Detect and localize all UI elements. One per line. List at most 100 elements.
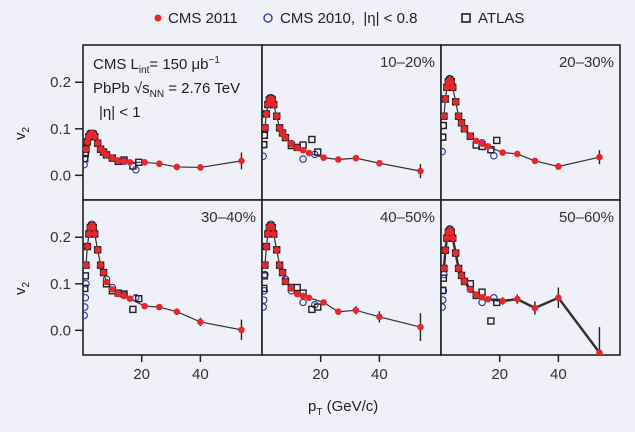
- cms2011-point: [320, 154, 327, 161]
- cms2011-point: [452, 249, 459, 257]
- cms2011-point: [282, 278, 289, 285]
- cms2011-point: [417, 323, 424, 331]
- atlas-point: [308, 135, 316, 144]
- cms2011-point: [293, 290, 301, 298]
- atlas-point: [314, 148, 322, 156]
- atlas-point: [262, 284, 268, 293]
- cms2011-point: [447, 228, 455, 236]
- panel-frame: [82, 44, 263, 201]
- cms2011-point: [270, 230, 278, 238]
- cms2011-point: [197, 164, 204, 171]
- x-tick-label: 40: [371, 366, 388, 383]
- cms2011-point: [94, 246, 101, 254]
- cms2011-point: [268, 224, 276, 231]
- legend-marker-cms2010: [263, 13, 273, 23]
- y-tick-label: 0.0: [50, 167, 71, 184]
- cms2010-point: [262, 296, 268, 304]
- cms2011-point: [596, 349, 603, 355]
- panel-data: [262, 93, 424, 179]
- cms2011-point: [141, 158, 148, 166]
- atlas-point: [262, 140, 268, 149]
- panel-label: 30–40%: [201, 209, 256, 226]
- cms2011-point: [155, 160, 163, 167]
- panel-label: 20–30%: [559, 54, 614, 71]
- cms2010-point: [83, 293, 90, 302]
- cms2011-point: [279, 269, 286, 276]
- cms2011-point: [461, 125, 468, 133]
- cms2011-point: [262, 124, 269, 132]
- cms2011-point: [89, 224, 97, 231]
- panel-frame: [261, 44, 442, 201]
- cms2011-point: [100, 269, 107, 276]
- cms2010-point: [262, 152, 267, 160]
- cms2011-point: [91, 133, 99, 140]
- cms2011-point: [596, 153, 603, 161]
- cms2011-point: [417, 167, 424, 175]
- cms2011-point: [141, 302, 148, 310]
- cms2011-point: [484, 143, 492, 150]
- atlas-point: [487, 317, 495, 325]
- atlas-point: [83, 272, 90, 280]
- cms2011-point: [442, 246, 449, 254]
- panel-data: [83, 220, 245, 341]
- legend-marker-atlas: [461, 13, 471, 23]
- cms2011-point: [299, 146, 307, 154]
- cms2011-point: [513, 150, 521, 158]
- cms2011-point: [455, 265, 462, 272]
- cms2011-point: [155, 303, 163, 311]
- cms2011-point: [376, 159, 383, 167]
- panel-data: [441, 225, 603, 355]
- legend-marker-cms2011: [154, 14, 162, 22]
- x-tick-label: 40: [550, 366, 567, 383]
- cms2011-point: [126, 295, 134, 302]
- cms2011-point: [320, 299, 327, 306]
- y-tick-label: 0.0: [50, 322, 71, 339]
- cms2011-point: [441, 265, 448, 272]
- cms2011-point: [531, 157, 539, 165]
- cms2010-point: [441, 296, 447, 304]
- x-axis-label: pT (GeV/c): [308, 398, 378, 418]
- cms2011-point: [305, 149, 313, 157]
- panel-frame: [440, 199, 621, 356]
- cms2011-point: [84, 138, 91, 146]
- cms2011-point: [238, 157, 245, 165]
- atlas-point: [83, 154, 89, 163]
- cms2011-point: [114, 290, 122, 298]
- cms2011-point: [273, 112, 280, 120]
- cms2011-point: [555, 294, 562, 302]
- cms2011-point: [352, 307, 360, 314]
- cms2010-point: [299, 155, 307, 163]
- x-tick-label: 20: [312, 366, 329, 383]
- panel-data: [262, 220, 424, 342]
- cms2011-point: [94, 139, 101, 147]
- panel-data: [83, 129, 245, 174]
- y-tick-label: 0.1: [50, 276, 71, 293]
- cms2010-point: [262, 270, 269, 279]
- y-axis-label-bottom: v2: [12, 282, 32, 296]
- cms2011-point: [120, 292, 128, 300]
- atlas-point: [135, 294, 143, 303]
- cms2011-point: [299, 292, 307, 300]
- cms2011-point: [458, 119, 465, 127]
- atlas-point: [262, 272, 269, 280]
- y-axis-label-top: v2: [12, 127, 32, 141]
- cms2011-point: [288, 285, 295, 292]
- legend-label-cms2010: CMS 2010, |η| < 0.8: [280, 10, 417, 27]
- cms2011-point: [262, 261, 269, 269]
- panel-label: 10–20%: [380, 54, 435, 71]
- x-tick-label: 40: [192, 366, 209, 383]
- cms2011-point: [276, 124, 283, 132]
- legend-label-cms2011: CMS 2011: [168, 10, 238, 27]
- cms2011-point: [449, 84, 457, 91]
- cms2011-point: [276, 261, 283, 269]
- panel-1: 0.0 0.1 0.2: [50, 44, 263, 201]
- cms2011-point: [513, 295, 521, 303]
- atlas-point: [441, 133, 447, 141]
- cms2011-point: [467, 132, 474, 140]
- cms2011-point: [263, 110, 270, 118]
- y-tick-label: 0.2: [50, 229, 71, 246]
- cms2011-point: [449, 234, 457, 242]
- atlas-point: [493, 136, 501, 145]
- y-tick-label: 0.1: [50, 121, 71, 138]
